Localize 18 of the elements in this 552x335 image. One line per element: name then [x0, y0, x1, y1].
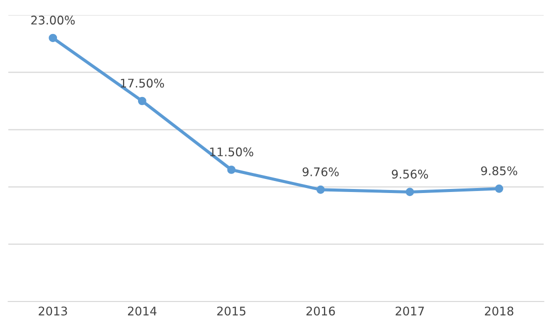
x-tick-label: 2016 — [306, 306, 335, 316]
x-tick-label: 2014 — [128, 306, 156, 316]
point — [494, 184, 504, 193]
point — [316, 186, 325, 194]
x-tick-label: 2015 — [217, 306, 246, 316]
x-tick-label: 2017 — [396, 306, 424, 316]
point — [406, 188, 414, 196]
x-tick-label: 2018 — [484, 306, 514, 316]
data-label: 17.50% — [120, 78, 164, 88]
point — [138, 96, 146, 106]
x-tick-label: 2013 — [38, 306, 67, 316]
data-label: 11.50% — [210, 147, 254, 156]
data-label: 9.76% — [302, 167, 339, 176]
point — [48, 34, 58, 42]
data-label: 9.56% — [392, 170, 428, 179]
point — [227, 166, 236, 174]
data-label: 23.00% — [31, 16, 75, 25]
data-label: 9.85% — [481, 166, 518, 176]
